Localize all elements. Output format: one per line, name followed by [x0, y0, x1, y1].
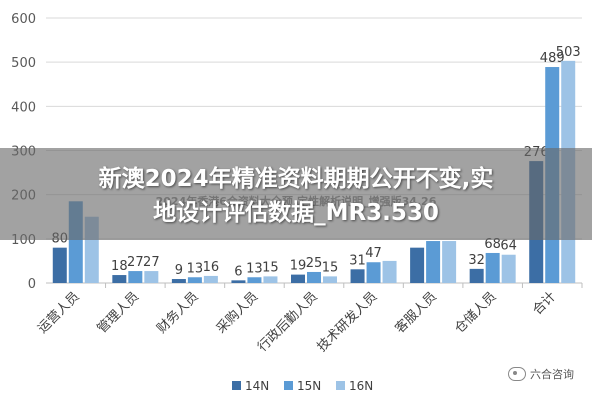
bar-16N — [263, 276, 278, 283]
data-label: 27 — [127, 255, 144, 270]
bar-15N — [426, 241, 441, 283]
legend-swatch — [284, 381, 293, 390]
bar-15N — [187, 277, 202, 283]
x-category-label: 技术研发人员 — [314, 289, 380, 355]
data-label: 9 — [175, 263, 183, 278]
wechat-icon — [508, 367, 526, 381]
bar-14N — [171, 279, 186, 283]
data-label: 32 — [468, 253, 485, 268]
legend-label: 14N — [245, 379, 269, 393]
data-label: 6 — [234, 264, 242, 279]
data-label: 47 — [365, 246, 382, 261]
x-category-label: 客服人员 — [392, 289, 440, 337]
bar-14N — [291, 274, 305, 283]
x-category-label: 行政后勤人员 — [255, 289, 321, 355]
credit-text: 六合咨询 — [530, 368, 574, 381]
data-label: 489 — [540, 51, 565, 66]
bar-16N — [382, 260, 397, 283]
bar-14N — [469, 268, 484, 283]
bar-15N — [128, 271, 143, 283]
bar-16N — [442, 241, 457, 283]
data-label: 19 — [290, 259, 307, 274]
banner-title: 新澳2024年精准资料期期公开不变,实 地设计评估数据_MR3.530 — [98, 166, 494, 226]
bar-16N — [144, 271, 159, 283]
x-category-label: 管理人员 — [95, 289, 142, 336]
legend-swatch — [336, 381, 345, 390]
x-category-label: 仓储人员 — [452, 289, 499, 336]
data-label: 13 — [187, 261, 204, 276]
data-label: 18 — [111, 259, 128, 274]
watermark-text: 2024年香港6合资料大全预,定性解析说明_增强版34.26 — [155, 195, 437, 208]
x-category-label: 运营人员 — [35, 289, 82, 336]
y-tick-label: 500 — [11, 56, 36, 71]
data-label: 27 — [143, 255, 160, 270]
bar-16N — [323, 276, 337, 283]
source-credit: 六合咨询 — [508, 366, 574, 382]
data-label: 64 — [500, 239, 517, 254]
data-label: 15 — [322, 260, 339, 275]
bar-15N — [307, 271, 321, 283]
bar-14N — [112, 275, 127, 283]
x-category-label: 合计 — [530, 289, 559, 318]
y-tick-label: 0 — [28, 277, 36, 292]
data-label: 68 — [484, 237, 501, 252]
bar-14N — [350, 269, 365, 283]
bar-14N — [231, 280, 246, 283]
data-label: 15 — [262, 260, 279, 275]
bar-14N — [410, 247, 425, 283]
bar-15N — [485, 252, 500, 283]
data-label: 503 — [556, 45, 581, 60]
data-label: 25 — [306, 256, 323, 271]
bar-15N — [247, 277, 262, 283]
data-label: 16 — [203, 260, 220, 275]
bar-16N — [203, 275, 218, 283]
bar-15N — [366, 262, 381, 283]
bar-14N — [52, 247, 67, 283]
bar-16N — [501, 254, 516, 283]
data-label: 31 — [349, 253, 366, 268]
title-banner — [0, 148, 592, 240]
x-category-label: 财务人员 — [154, 289, 202, 337]
legend-label: 16N — [349, 379, 373, 393]
x-category-label: 采购人员 — [213, 289, 261, 337]
y-tick-label: 600 — [11, 12, 36, 27]
legend-label: 15N — [297, 379, 321, 393]
legend-swatch — [232, 381, 241, 390]
y-tick-label: 400 — [11, 100, 36, 115]
data-label: 13 — [246, 261, 263, 276]
